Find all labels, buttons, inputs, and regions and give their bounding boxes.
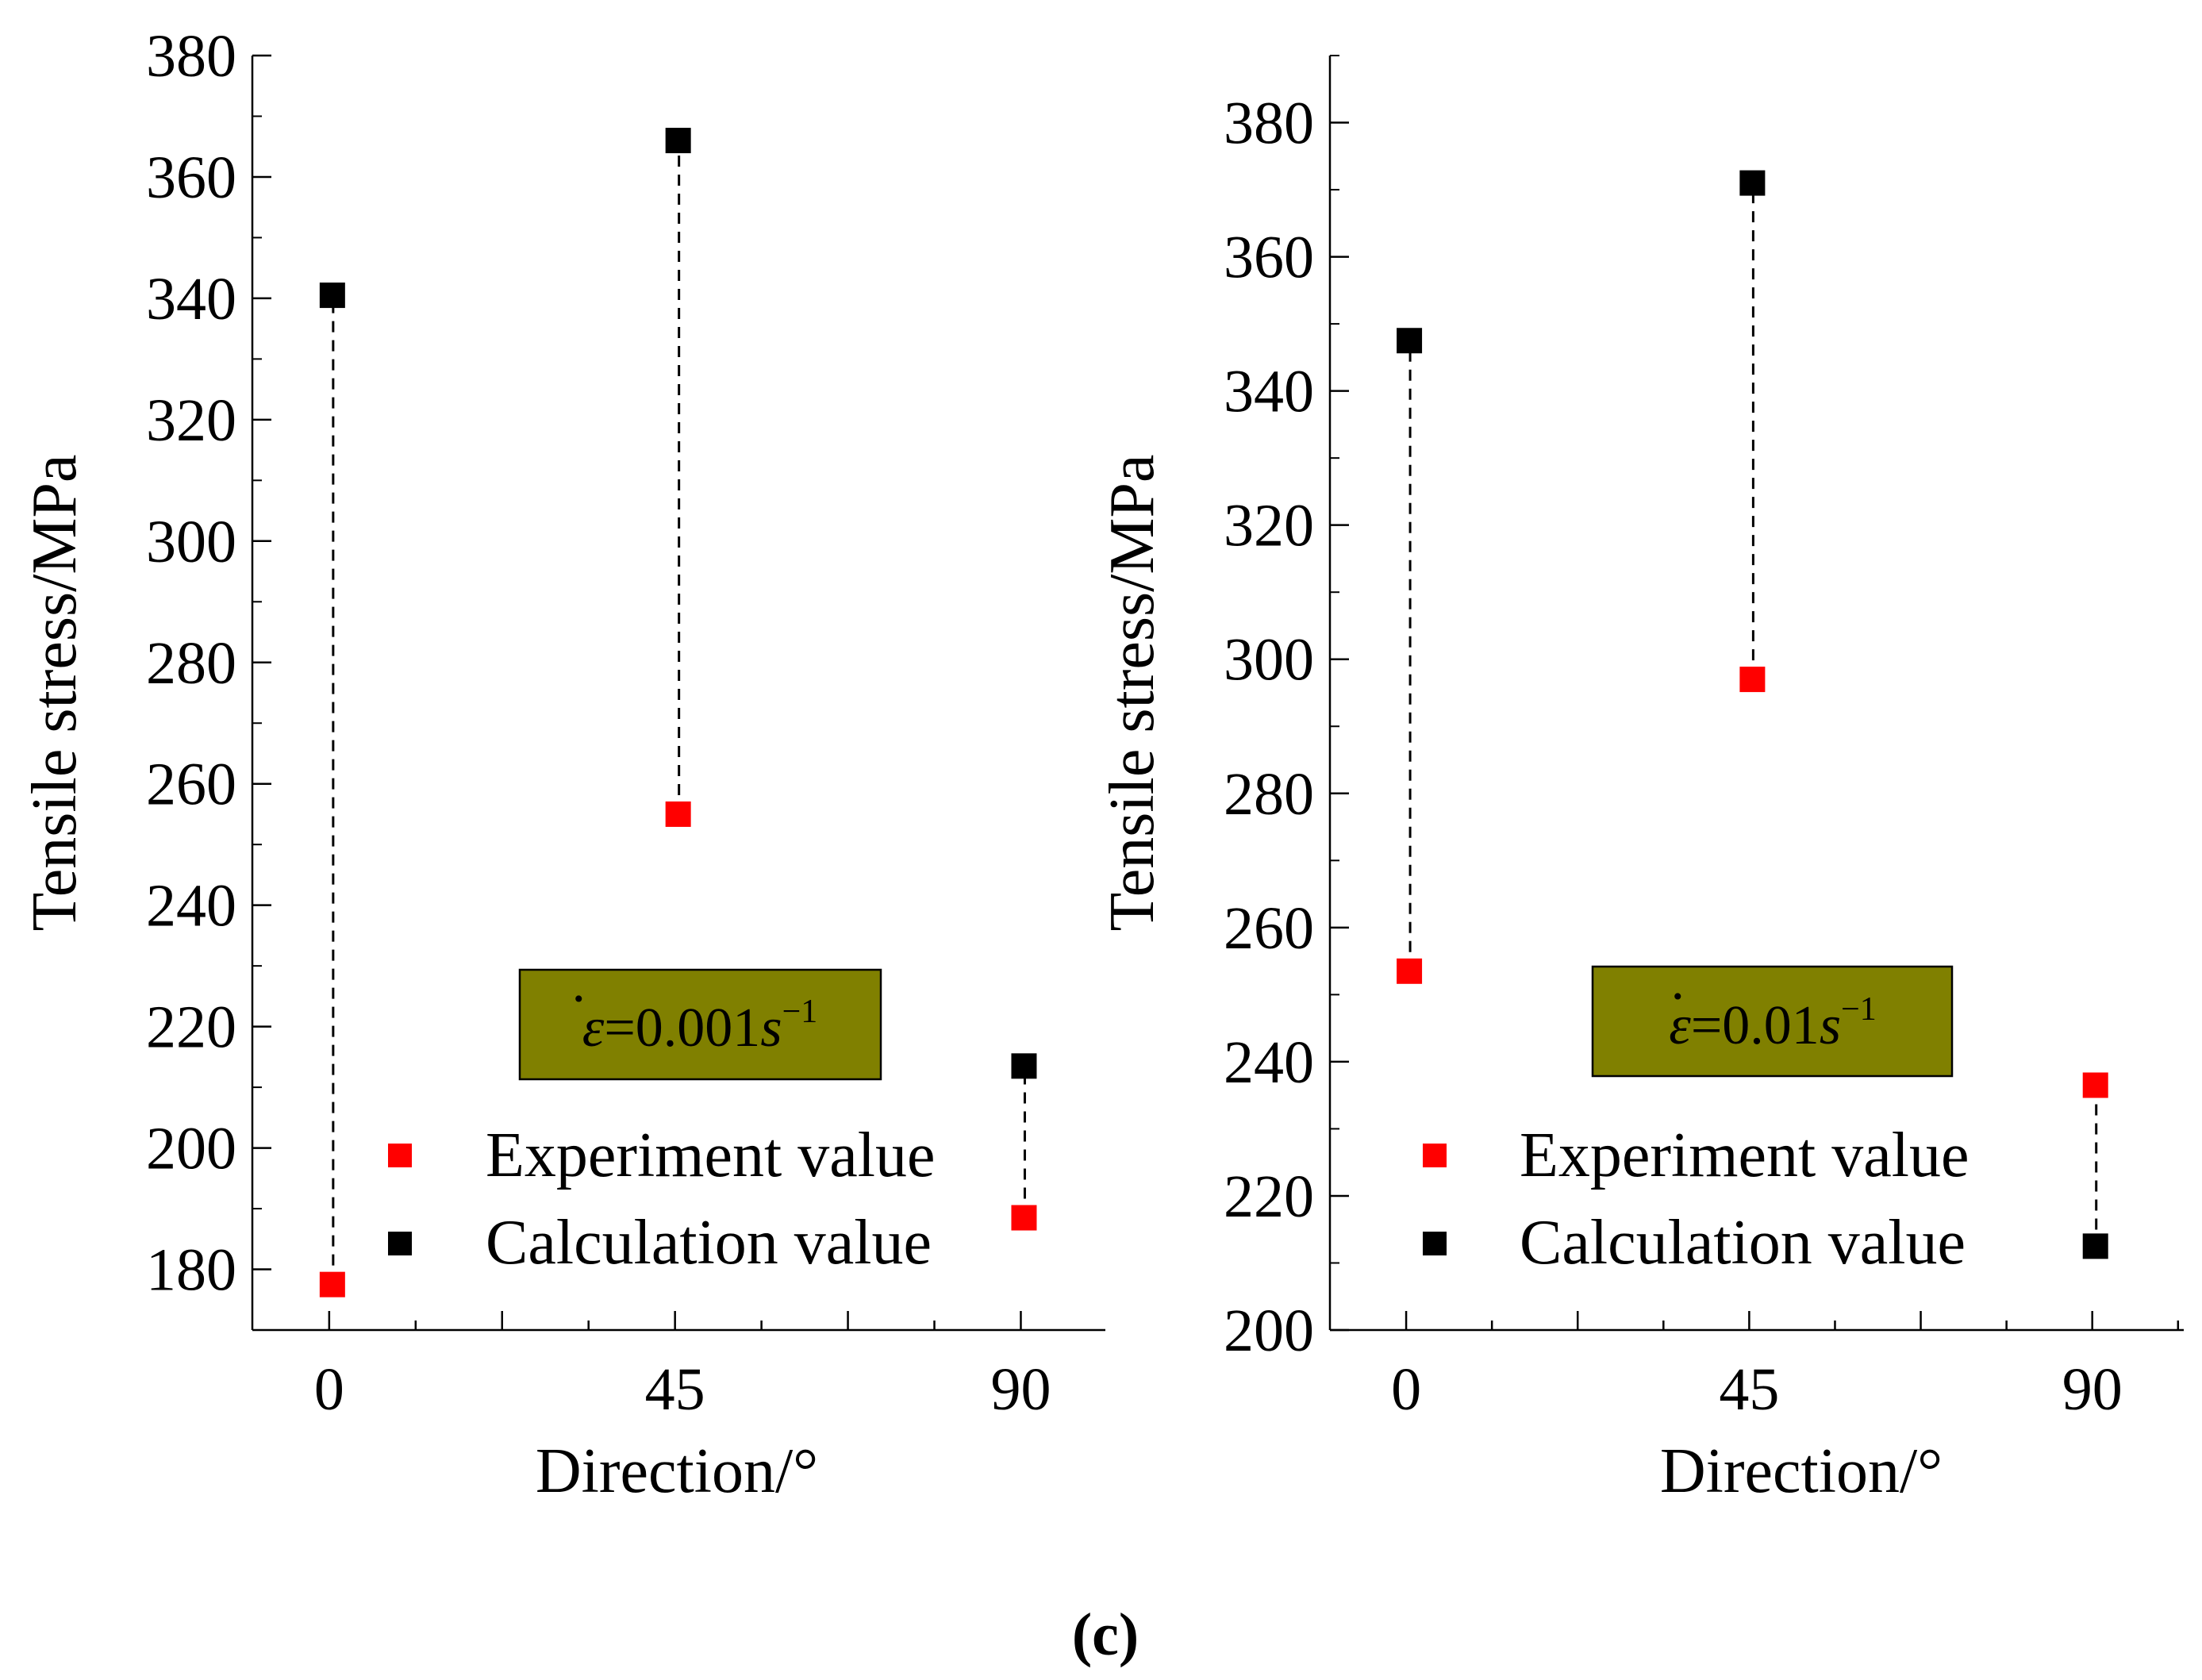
right-rate-unit: s — [1820, 995, 1841, 1056]
right-y-tick-label: 260 — [1224, 895, 1314, 962]
right-legend-experiment-marker — [1423, 1144, 1447, 1167]
left-legend: Experiment value Calculation value — [388, 1121, 935, 1278]
left-y-tick-label: 180 — [146, 1237, 236, 1304]
left-rate-symbol: ε — [582, 998, 605, 1059]
left-x-tick-label: 90 — [990, 1356, 1051, 1423]
left-experiment-point — [319, 1271, 345, 1297]
right-y-tick-label: 220 — [1224, 1163, 1314, 1230]
left-y-tick-label: 220 — [146, 994, 236, 1061]
left-x-tick-label: 0 — [314, 1356, 344, 1423]
right-y-tick-label: 300 — [1224, 627, 1314, 694]
left-y-tick-label: 240 — [146, 873, 236, 940]
left-x-axis-title: Direction/° — [536, 1436, 818, 1506]
left-y-tick-label: 280 — [146, 630, 236, 697]
right-x-tick-label: 0 — [1391, 1356, 1421, 1423]
left-y-tick-label: 340 — [146, 266, 236, 333]
left-legend-calculation-label: Calculation value — [486, 1208, 932, 1278]
left-y-tick-label: 320 — [146, 387, 236, 454]
right-calculation-point — [1739, 170, 1766, 196]
left-legend-experiment-label: Experiment value — [486, 1121, 935, 1190]
right-rate-symbol: ε — [1669, 995, 1691, 1056]
left-rate-box — [518, 968, 882, 1081]
left-y-tick-label: 360 — [146, 144, 236, 211]
right-rate-value: =0.01 — [1691, 995, 1820, 1056]
right-rate-box — [1591, 965, 1954, 1078]
right-legend: Experiment value Calculation value — [1423, 1121, 1969, 1278]
right-calculation-point — [1397, 328, 1423, 354]
left-rate-exponent: −1 — [782, 994, 818, 1030]
right-y-tick-label: 200 — [1224, 1297, 1314, 1364]
left-calculation-point — [1011, 1053, 1037, 1079]
figure-caption: (c) — [1072, 1601, 1139, 1668]
right-y-tick-label: 340 — [1224, 359, 1314, 425]
right-rate-exponent: −1 — [1841, 991, 1877, 1028]
left-y-tick-label: 300 — [146, 509, 236, 575]
chart-left: 180 200 220 240 260 280 300 320 340 360 380 0 45 90 T… — [20, 23, 1105, 1506]
right-y-tick-label: 380 — [1224, 90, 1314, 157]
left-experiment-point — [665, 801, 691, 827]
left-y-axis-title: Tensile stress/MPa — [20, 454, 90, 931]
left-rate-annotation: ε=0.001s−1 . — [518, 966, 882, 1081]
right-rate-dot: . — [1673, 963, 1683, 1008]
left-calculation-point — [665, 128, 691, 154]
right-legend-calculation-label: Calculation value — [1520, 1208, 1966, 1278]
right-experiment-point — [1397, 958, 1423, 984]
right-y-axis-title: Tensile stress/MPa — [1097, 454, 1167, 931]
chart-right: 200 220 240 260 280 300 320 340 360 380 0 45 90 Tens… — [1097, 55, 2184, 1506]
right-y-tick-label: 240 — [1224, 1029, 1314, 1096]
left-y-tick-label: 200 — [146, 1116, 236, 1182]
right-x-axis-title: Direction/° — [1660, 1436, 1943, 1506]
right-rate-label: ε=0.01s−1 — [1669, 991, 1877, 1056]
right-x-tick-label: 45 — [1719, 1356, 1779, 1423]
right-rate-annotation: ε=0.01s−1 . — [1591, 963, 1954, 1078]
right-legend-calculation-marker — [1423, 1232, 1447, 1255]
left-legend-calculation-marker — [388, 1232, 412, 1255]
left-rate-label: ε=0.001s−1 — [582, 994, 818, 1059]
right-experiment-point — [2082, 1072, 2108, 1098]
right-legend-experiment-label: Experiment value — [1520, 1121, 1969, 1190]
left-x-tick-label: 45 — [645, 1356, 705, 1423]
left-rate-value: =0.001 — [604, 998, 760, 1059]
left-y-tick-label: 380 — [146, 23, 236, 90]
right-y-tick-label: 360 — [1224, 225, 1314, 291]
right-calculation-point — [2082, 1233, 2108, 1259]
left-calculation-point — [319, 283, 345, 309]
left-rate-unit: s — [760, 998, 782, 1059]
left-experiment-point — [1011, 1205, 1037, 1231]
left-legend-experiment-marker — [388, 1144, 412, 1167]
left-rate-dot: . — [574, 966, 584, 1010]
right-x-tick-label: 90 — [2062, 1356, 2123, 1423]
left-y-tick-label: 260 — [146, 752, 236, 818]
right-experiment-point — [1739, 667, 1766, 693]
right-y-tick-label: 280 — [1224, 761, 1314, 828]
right-y-tick-label: 320 — [1224, 493, 1314, 559]
